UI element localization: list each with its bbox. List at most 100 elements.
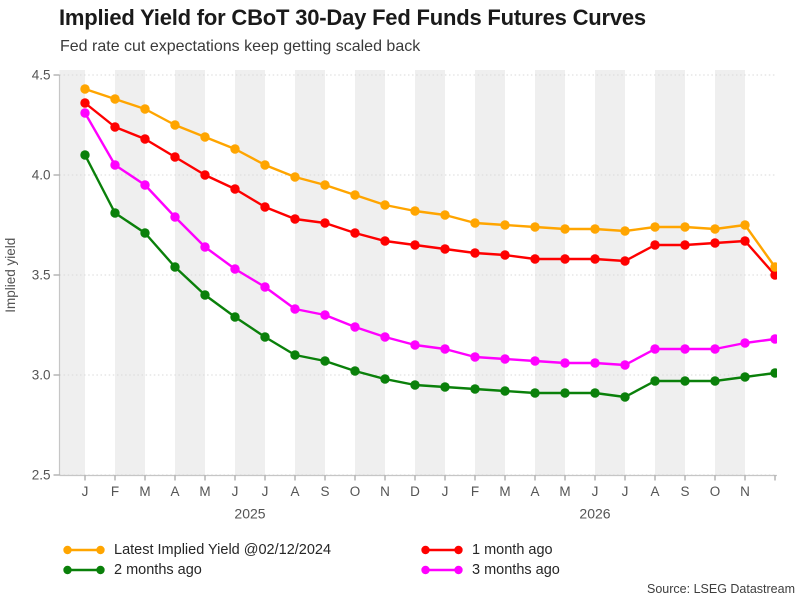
- svg-text:J: J: [262, 484, 269, 499]
- data-point-dot: [650, 240, 660, 250]
- legend-item-3-months-ago: 3 months ago: [420, 561, 560, 578]
- series-3-line: [80, 150, 777, 402]
- data-point-dot: [140, 104, 150, 114]
- data-point-dot: [410, 380, 420, 390]
- data-point-dot: [530, 222, 540, 232]
- data-point-dot: [710, 376, 720, 386]
- data-point-dot: [440, 382, 450, 392]
- data-point-dot: [590, 224, 600, 234]
- svg-text:F: F: [471, 484, 479, 499]
- data-point-dot: [620, 226, 630, 236]
- data-point-dot: [230, 144, 240, 154]
- legend-label-latest: Latest Implied Yield @02/12/2024: [114, 541, 332, 558]
- data-point-dot: [380, 236, 390, 246]
- data-point-dot: [140, 180, 150, 190]
- data-point-dot: [560, 254, 570, 264]
- svg-text:J: J: [592, 484, 599, 499]
- data-point-dot: [140, 134, 150, 144]
- data-point-dot: [590, 388, 600, 398]
- series-2-line: [80, 98, 777, 280]
- svg-text:N: N: [740, 484, 750, 499]
- data-point-dot: [680, 376, 690, 386]
- data-point-dot: [320, 310, 330, 320]
- data-point-dot: [740, 372, 750, 382]
- data-point-dot: [560, 224, 570, 234]
- data-point-dot: [470, 352, 480, 362]
- data-point-dot: [170, 120, 180, 130]
- data-point-dot: [80, 98, 90, 108]
- svg-text:M: M: [499, 484, 510, 499]
- svg-text:3.5: 3.5: [32, 268, 51, 283]
- svg-text:2.5: 2.5: [32, 468, 51, 483]
- data-point-dot: [200, 170, 210, 180]
- data-point-dot: [350, 322, 360, 332]
- legend-line-marker-icon: [420, 545, 464, 555]
- data-point-dot: [740, 220, 750, 230]
- data-point-dot: [770, 368, 777, 378]
- svg-text:J: J: [442, 484, 449, 499]
- data-point-dot: [110, 122, 120, 132]
- data-point-dot: [200, 132, 210, 142]
- svg-text:3.0: 3.0: [32, 368, 51, 383]
- data-point-dot: [380, 332, 390, 342]
- axes: [53, 74, 777, 481]
- data-point-dot: [260, 332, 270, 342]
- data-point-dot: [770, 270, 777, 280]
- legend-line-marker-icon: [62, 545, 106, 555]
- data-point-dot: [680, 240, 690, 250]
- data-point-dot: [410, 340, 420, 350]
- axis-labels: 4.5 4.0 3.5 3.0 2.5 J F M A M J J A S O N D J F M A M J J A S O N 20…: [3, 68, 750, 522]
- data-point-dot: [110, 160, 120, 170]
- data-point-dot: [590, 254, 600, 264]
- series-4-line: [80, 108, 777, 370]
- svg-text:N: N: [380, 484, 390, 499]
- data-point-dot: [110, 94, 120, 104]
- data-point-dot: [290, 214, 300, 224]
- data-point-dot: [170, 152, 180, 162]
- svg-text:Implied yield: Implied yield: [3, 238, 18, 313]
- legend-label-1-month-ago: 1 month ago: [472, 541, 553, 558]
- data-point-dot: [710, 238, 720, 248]
- data-point-dot: [350, 190, 360, 200]
- data-point-dot: [140, 228, 150, 238]
- svg-text:2025: 2025: [234, 506, 265, 522]
- data-point-dot: [620, 360, 630, 370]
- data-point-dot: [380, 200, 390, 210]
- chart-title: Implied Yield for CBoT 30-Day Fed Funds …: [59, 5, 646, 30]
- data-point-dot: [260, 160, 270, 170]
- svg-text:D: D: [410, 484, 420, 499]
- data-point-dot: [200, 290, 210, 300]
- data-point-dot: [560, 388, 570, 398]
- data-point-dot: [230, 184, 240, 194]
- data-point-dot: [590, 358, 600, 368]
- data-point-dot: [650, 376, 660, 386]
- data-point-dot: [470, 384, 480, 394]
- svg-text:O: O: [350, 484, 361, 499]
- svg-text:S: S: [680, 484, 689, 499]
- svg-text:A: A: [290, 484, 299, 499]
- svg-text:M: M: [139, 484, 150, 499]
- svg-text:J: J: [622, 484, 629, 499]
- data-point-dot: [470, 218, 480, 228]
- svg-text:A: A: [170, 484, 179, 499]
- data-point-dot: [500, 354, 510, 364]
- data-point-dot: [170, 212, 180, 222]
- data-point-dot: [80, 150, 90, 160]
- svg-text:4.5: 4.5: [32, 68, 51, 83]
- data-point-dot: [110, 208, 120, 218]
- data-point-dot: [620, 256, 630, 266]
- svg-text:F: F: [111, 484, 119, 499]
- data-point-dot: [500, 386, 510, 396]
- svg-text:J: J: [232, 484, 239, 499]
- legend-item-1-month-ago: 1 month ago: [420, 541, 560, 558]
- svg-text:M: M: [199, 484, 210, 499]
- svg-text:4.0: 4.0: [32, 168, 51, 183]
- data-point-dot: [410, 240, 420, 250]
- data-point-dot: [260, 282, 270, 292]
- data-point-dot: [410, 206, 420, 216]
- data-point-dot: [740, 236, 750, 246]
- data-point-dot: [560, 358, 570, 368]
- data-point-dot: [710, 344, 720, 354]
- data-point-dot: [290, 172, 300, 182]
- data-point-dot: [350, 228, 360, 238]
